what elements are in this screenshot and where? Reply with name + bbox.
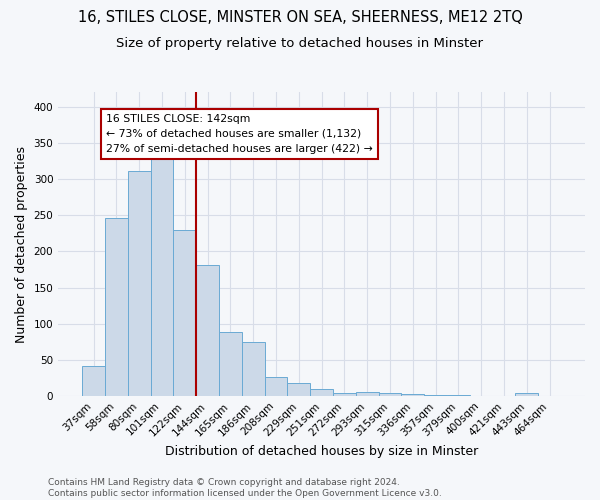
Bar <box>105 218 128 396</box>
Bar <box>219 332 242 396</box>
Text: Size of property relative to detached houses in Minster: Size of property relative to detached ho… <box>116 38 484 51</box>
Text: 16, STILES CLOSE, MINSTER ON SEA, SHEERNESS, ME12 2TQ: 16, STILES CLOSE, MINSTER ON SEA, SHEERN… <box>77 10 523 25</box>
Bar <box>379 393 401 396</box>
Bar <box>424 395 447 396</box>
Bar <box>310 388 333 396</box>
Text: 16 STILES CLOSE: 142sqm
← 73% of detached houses are smaller (1,132)
27% of semi: 16 STILES CLOSE: 142sqm ← 73% of detache… <box>106 114 373 154</box>
Bar <box>128 170 151 396</box>
Bar <box>82 366 105 396</box>
Bar <box>151 154 173 396</box>
Bar <box>333 393 356 396</box>
Bar <box>196 265 219 396</box>
Text: Contains HM Land Registry data © Crown copyright and database right 2024.
Contai: Contains HM Land Registry data © Crown c… <box>48 478 442 498</box>
Y-axis label: Number of detached properties: Number of detached properties <box>15 146 28 342</box>
Bar <box>173 230 196 396</box>
Bar <box>515 393 538 396</box>
X-axis label: Distribution of detached houses by size in Minster: Distribution of detached houses by size … <box>165 444 478 458</box>
Bar <box>287 383 310 396</box>
Bar <box>356 392 379 396</box>
Bar <box>447 395 470 396</box>
Bar <box>242 342 265 396</box>
Bar <box>265 377 287 396</box>
Bar <box>401 394 424 396</box>
